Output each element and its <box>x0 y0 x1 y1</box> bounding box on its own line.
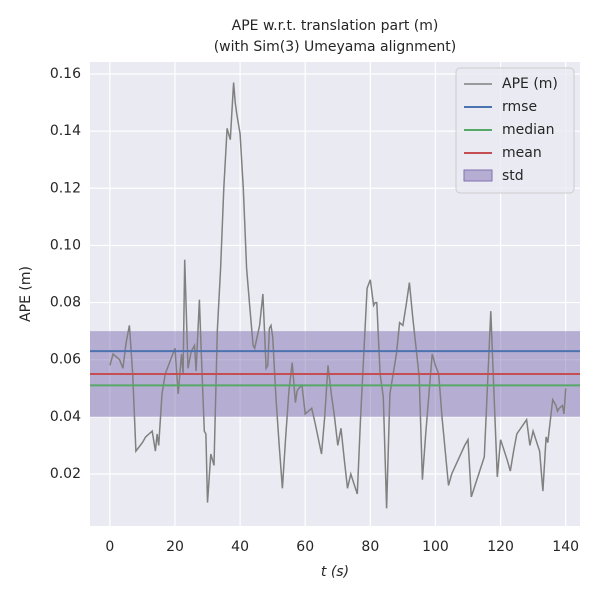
x-tick-label: 40 <box>231 539 249 555</box>
x-tick-label: 20 <box>166 539 184 555</box>
legend-label: rmse <box>502 99 537 115</box>
y-tick-label: 0.06 <box>50 352 81 368</box>
legend-label: mean <box>502 145 542 161</box>
y-tick-label: 0.02 <box>50 466 81 482</box>
legend-label: std <box>502 168 524 184</box>
x-tick-label: 0 <box>105 539 114 555</box>
legend-swatch <box>463 169 493 182</box>
y-axis-label: APE (m) <box>18 266 34 322</box>
x-axis-label: t (s) <box>321 564 349 580</box>
y-tick-label: 0.12 <box>50 180 81 196</box>
legend-label: APE (m) <box>502 76 558 92</box>
x-tick-label: 140 <box>552 539 579 555</box>
y-tick-label: 0.08 <box>50 295 81 311</box>
y-tick-label: 0.14 <box>50 123 81 139</box>
y-tick-label: 0.10 <box>50 237 81 253</box>
x-tick-label: 80 <box>361 539 379 555</box>
chart-subtitle: (with Sim(3) Umeyama alignment) <box>214 39 457 55</box>
chart-title: APE w.r.t. translation part (m) <box>232 18 439 34</box>
y-tick-label: 0.04 <box>50 409 81 425</box>
x-tick-label: 60 <box>296 539 314 555</box>
data-line <box>109 82 567 509</box>
y-tick-label: 0.16 <box>50 66 81 82</box>
x-tick-label: 120 <box>487 539 514 555</box>
x-tick-label: 100 <box>422 539 449 555</box>
legend <box>455 67 575 194</box>
legend-label: median <box>502 122 554 138</box>
